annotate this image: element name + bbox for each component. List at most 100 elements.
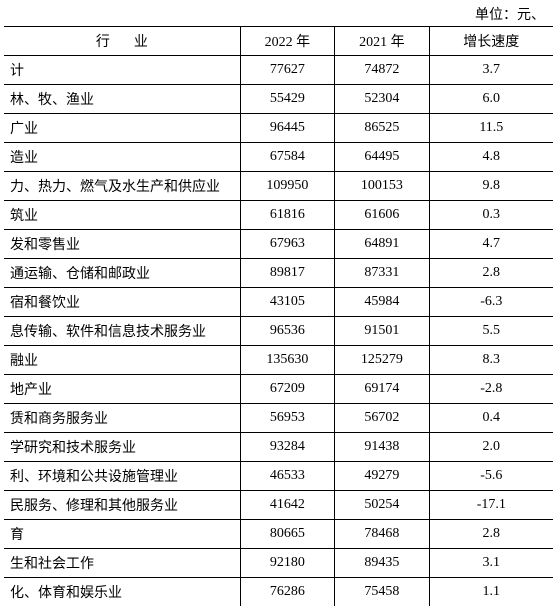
cell-year2: 87331	[335, 259, 429, 288]
cell-growth: 2.0	[429, 433, 553, 462]
cell-industry: 广业	[4, 114, 240, 143]
cell-year1: 67584	[240, 143, 334, 172]
cell-year1: 77627	[240, 56, 334, 85]
cell-year1: 89817	[240, 259, 334, 288]
cell-industry: 林、牧、渔业	[4, 85, 240, 114]
cell-year2: 75458	[335, 578, 429, 607]
table-row: 发和零售业67963648914.7	[4, 230, 553, 259]
cell-industry: 利、环境和公共设施管理业	[4, 462, 240, 491]
cell-year1: 109950	[240, 172, 334, 201]
table-row: 通运输、仓储和邮政业89817873312.8	[4, 259, 553, 288]
col-header-growth: 增长速度	[429, 27, 553, 56]
col-header-industry: 行业	[4, 27, 240, 56]
cell-growth: 11.5	[429, 114, 553, 143]
cell-growth: 1.1	[429, 578, 553, 607]
cell-year2: 91438	[335, 433, 429, 462]
cell-growth: 8.3	[429, 346, 553, 375]
cell-industry: 学研究和技术服务业	[4, 433, 240, 462]
cell-growth: -5.6	[429, 462, 553, 491]
cell-year2: 86525	[335, 114, 429, 143]
table-row: 广业964458652511.5	[4, 114, 553, 143]
cell-year2: 52304	[335, 85, 429, 114]
table-row: 育80665784682.8	[4, 520, 553, 549]
cell-industry: 赁和商务服务业	[4, 404, 240, 433]
cell-industry: 力、热力、燃气及水生产和供应业	[4, 172, 240, 201]
cell-industry: 育	[4, 520, 240, 549]
cell-industry: 筑业	[4, 201, 240, 230]
cell-industry: 民服务、修理和其他服务业	[4, 491, 240, 520]
cell-year2: 91501	[335, 317, 429, 346]
cell-industry: 生和社会工作	[4, 549, 240, 578]
cell-year2: 78468	[335, 520, 429, 549]
cell-year2: 74872	[335, 56, 429, 85]
table-row: 造业67584644954.8	[4, 143, 553, 172]
cell-year1: 43105	[240, 288, 334, 317]
cell-year2: 125279	[335, 346, 429, 375]
cell-year2: 100153	[335, 172, 429, 201]
cell-industry: 化、体育和娱乐业	[4, 578, 240, 607]
table-header-row: 行业 2022 年 2021 年 增长速度	[4, 27, 553, 56]
table-row: 民服务、修理和其他服务业4164250254-17.1	[4, 491, 553, 520]
cell-year1: 93284	[240, 433, 334, 462]
cell-industry: 宿和餐饮业	[4, 288, 240, 317]
cell-industry: 计	[4, 56, 240, 85]
cell-growth: 4.8	[429, 143, 553, 172]
table-row: 林、牧、渔业55429523046.0	[4, 85, 553, 114]
cell-year2: 64495	[335, 143, 429, 172]
table-row: 宿和餐饮业4310545984-6.3	[4, 288, 553, 317]
cell-industry: 造业	[4, 143, 240, 172]
table-row: 生和社会工作92180894353.1	[4, 549, 553, 578]
table-row: 融业1356301252798.3	[4, 346, 553, 375]
cell-growth: 2.8	[429, 520, 553, 549]
cell-growth: 6.0	[429, 85, 553, 114]
cell-growth: 3.1	[429, 549, 553, 578]
cell-industry: 通运输、仓储和邮政业	[4, 259, 240, 288]
cell-year1: 76286	[240, 578, 334, 607]
cell-year2: 56702	[335, 404, 429, 433]
cell-year2: 64891	[335, 230, 429, 259]
cell-growth: 2.8	[429, 259, 553, 288]
cell-year2: 45984	[335, 288, 429, 317]
cell-growth: -6.3	[429, 288, 553, 317]
cell-year1: 135630	[240, 346, 334, 375]
col-header-year1: 2022 年	[240, 27, 334, 56]
table-row: 化、体育和娱乐业76286754581.1	[4, 578, 553, 607]
cell-year1: 96445	[240, 114, 334, 143]
cell-year1: 61816	[240, 201, 334, 230]
cell-year2: 50254	[335, 491, 429, 520]
cell-year2: 69174	[335, 375, 429, 404]
cell-year1: 80665	[240, 520, 334, 549]
table-body: 计77627748723.7林、牧、渔业55429523046.0广业96445…	[4, 56, 553, 607]
cell-growth: 9.8	[429, 172, 553, 201]
wage-table: 行业 2022 年 2021 年 增长速度 计77627748723.7林、牧、…	[4, 26, 553, 606]
cell-industry: 地产业	[4, 375, 240, 404]
cell-year2: 61606	[335, 201, 429, 230]
cell-year1: 67209	[240, 375, 334, 404]
table-row: 地产业6720969174-2.8	[4, 375, 553, 404]
cell-year1: 56953	[240, 404, 334, 433]
cell-year2: 49279	[335, 462, 429, 491]
cell-year1: 92180	[240, 549, 334, 578]
cell-year1: 41642	[240, 491, 334, 520]
cell-growth: 3.7	[429, 56, 553, 85]
table-row: 筑业61816616060.3	[4, 201, 553, 230]
cell-growth: 0.4	[429, 404, 553, 433]
cell-year1: 96536	[240, 317, 334, 346]
cell-growth: 0.3	[429, 201, 553, 230]
col-header-year2: 2021 年	[335, 27, 429, 56]
cell-year1: 67963	[240, 230, 334, 259]
cell-industry: 融业	[4, 346, 240, 375]
table-row: 学研究和技术服务业93284914382.0	[4, 433, 553, 462]
cell-growth: -2.8	[429, 375, 553, 404]
cell-year1: 55429	[240, 85, 334, 114]
table-row: 赁和商务服务业56953567020.4	[4, 404, 553, 433]
table-row: 利、环境和公共设施管理业4653349279-5.6	[4, 462, 553, 491]
cell-year1: 46533	[240, 462, 334, 491]
cell-industry: 发和零售业	[4, 230, 240, 259]
unit-label: 单位：元、	[4, 4, 553, 24]
cell-industry: 息传输、软件和信息技术服务业	[4, 317, 240, 346]
table-row: 息传输、软件和信息技术服务业96536915015.5	[4, 317, 553, 346]
cell-growth: -17.1	[429, 491, 553, 520]
cell-growth: 5.5	[429, 317, 553, 346]
cell-growth: 4.7	[429, 230, 553, 259]
